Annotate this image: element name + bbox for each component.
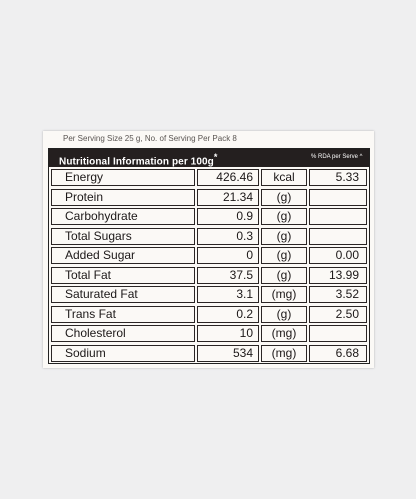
nutrient-value: 0.3	[197, 227, 259, 245]
nutrient-name: Energy	[51, 169, 195, 186]
nutrient-unit: (mg)	[261, 344, 307, 362]
nutrient-name: Total Sugars	[51, 227, 195, 245]
table-row: Trans Fat 0.2 (g) 2.50	[49, 305, 369, 324]
serving-info: Per Serving Size 25 g, No. of Serving Pe…	[63, 134, 237, 143]
table-row: Protein 21.34 (g)	[49, 188, 369, 207]
nutrient-rda: 0.00	[309, 247, 367, 264]
table-title-text: Nutritional Information per 100g	[59, 156, 214, 168]
nutrient-value: 10	[197, 325, 259, 342]
nutrient-rda: 6.68	[309, 344, 367, 362]
nutrient-value: 0	[197, 247, 259, 264]
table-row: Added Sugar 0 (g) 0.00	[49, 246, 369, 265]
nutrient-name: Cholesterol	[51, 325, 195, 342]
nutrient-name: Protein	[51, 188, 195, 206]
table-row: Saturated Fat 3.1 (mg) 3.52	[49, 285, 369, 304]
nutrient-value: 426.46	[197, 169, 259, 186]
nutrient-rda: 2.50	[309, 305, 367, 323]
nutrient-unit: (g)	[261, 208, 307, 225]
nutrient-rda	[309, 227, 367, 245]
table-row: Total Sugars 0.3 (g)	[49, 227, 369, 246]
table-title: Nutritional Information per 100g*	[59, 152, 218, 167]
nutrient-unit: (g)	[261, 247, 307, 264]
table-row: Energy 426.46 kcal 5.33	[49, 168, 369, 187]
nutrient-rda	[309, 208, 367, 225]
nutrient-rda: 3.52	[309, 286, 367, 303]
nutrient-name: Sodium	[51, 344, 195, 362]
nutrient-name: Total Fat	[51, 266, 195, 284]
rda-column-header: % RDA per Serve ^	[311, 154, 363, 160]
nutrient-name: Saturated Fat	[51, 286, 195, 303]
nutrient-name: Carbohydrate	[51, 208, 195, 225]
nutrient-name: Added Sugar	[51, 247, 195, 264]
nutrient-value: 0.9	[197, 208, 259, 225]
nutrient-rda	[309, 325, 367, 342]
nutrient-unit: (g)	[261, 305, 307, 323]
nutrient-value: 37.5	[197, 266, 259, 284]
nutrient-value: 534	[197, 344, 259, 362]
nutrient-unit: (g)	[261, 227, 307, 245]
nutrient-rda	[309, 188, 367, 206]
nutrient-name: Trans Fat	[51, 305, 195, 323]
nutrient-rda: 13.99	[309, 266, 367, 284]
nutrition-table: Nutritional Information per 100g* % RDA …	[48, 148, 370, 364]
nutrition-label: Per Serving Size 25 g, No. of Serving Pe…	[43, 131, 374, 368]
nutrient-unit: (mg)	[261, 286, 307, 303]
table-row: Carbohydrate 0.9 (g)	[49, 207, 369, 226]
nutrient-value: 3.1	[197, 286, 259, 303]
table-row: Cholesterol 10 (mg)	[49, 324, 369, 343]
nutrient-unit: kcal	[261, 169, 307, 186]
nutrient-unit: (g)	[261, 266, 307, 284]
nutrient-rda: 5.33	[309, 169, 367, 186]
table-header: Nutritional Information per 100g* % RDA …	[49, 149, 369, 167]
table-row: Total Fat 37.5 (g) 13.99	[49, 266, 369, 285]
table-row: Sodium 534 (mg) 6.68	[49, 344, 369, 363]
nutrient-value: 0.2	[197, 305, 259, 323]
nutrient-unit: (g)	[261, 188, 307, 206]
title-asterisk: *	[213, 152, 218, 162]
nutrient-unit: (mg)	[261, 325, 307, 342]
nutrient-value: 21.34	[197, 188, 259, 206]
